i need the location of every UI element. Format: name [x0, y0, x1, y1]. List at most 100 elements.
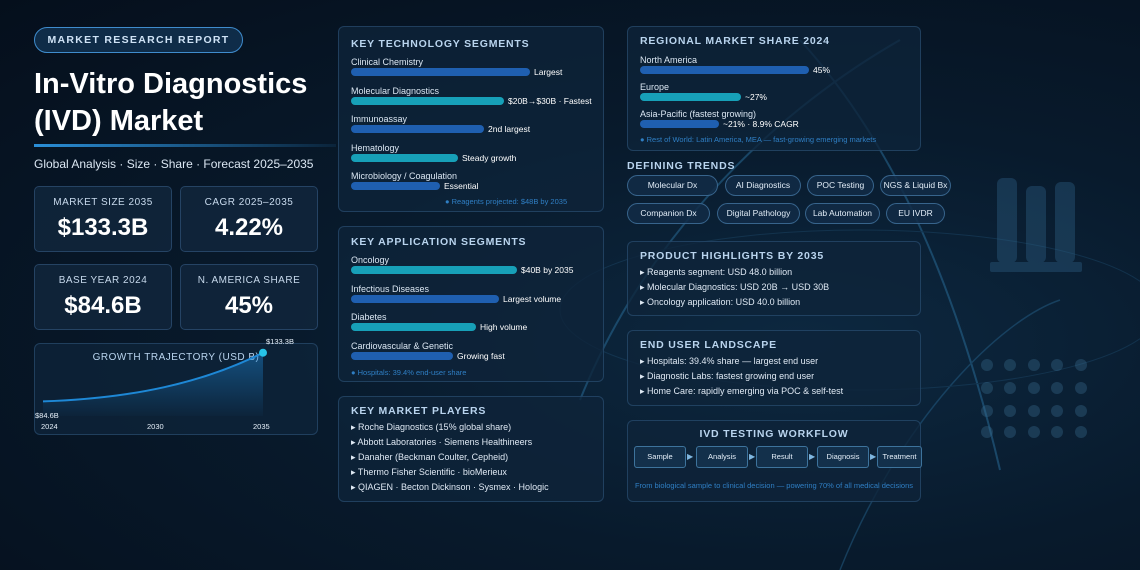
players-item: ▸ Roche Diagnostics (15% global share) — [351, 422, 512, 432]
bar-fill — [351, 351, 453, 360]
growth-line — [42, 351, 264, 403]
workflow-step: Sample — [634, 446, 686, 468]
bar-value-note: $40B by 2035 — [521, 265, 574, 275]
bar-value-note: Growing fast — [457, 350, 505, 361]
trend-pill: Digital Pathology — [717, 203, 800, 224]
arrow-right-icon: ▶ — [870, 452, 877, 461]
bar-label: Molecular Diagnostics — [351, 85, 440, 96]
workflow-title: IVD TESTING WORKFLOW — [699, 428, 849, 440]
trend-pill: POC Testing — [807, 175, 874, 196]
products-item: ▸ Molecular Diagnostics: USD 20B → USD 3… — [640, 282, 830, 292]
bar-fill — [351, 153, 458, 162]
growth-area — [43, 352, 263, 416]
trends-title: DEFINING TRENDS — [627, 160, 736, 172]
bar-fill — [640, 120, 719, 128]
stat-base-year: BASE YEAR 2024 $84.6B — [34, 264, 172, 330]
growth-start-label: $84.6B — [35, 411, 59, 420]
trend-pill: EU IVDR — [886, 203, 945, 224]
players-panel: KEY MARKET PLAYERS ▸ Roche Diagnostics (… — [338, 396, 604, 502]
players-item: ▸ QIAGEN · Becton Dickinson · Sysmex · H… — [351, 482, 549, 492]
bar-value-note: Essential — [444, 181, 479, 191]
trend-pill: NGS & Liquid Bx — [880, 175, 951, 196]
bar-label: Infectious Diseases — [351, 283, 430, 294]
x-tick-2024: 2024 — [41, 422, 58, 431]
tech-segments-panel: KEY TECHNOLOGY SEGMENTS ● Reagents proje… — [338, 26, 604, 212]
bar-fill — [640, 66, 809, 74]
bar-value-note: Largest — [534, 67, 563, 77]
players-item: ▸ Abbott Laboratories · Siemens Healthin… — [351, 437, 533, 447]
trend-pill: Companion Dx — [627, 203, 710, 224]
bar-fill — [351, 323, 476, 331]
app-segments-panel: KEY APPLICATION SEGMENTS ● Hospitals: 39… — [338, 226, 604, 382]
endusers-item: ▸ Home Care: rapidly emerging via POC & … — [640, 386, 844, 396]
report-badge: MARKET RESEARCH REPORT — [34, 27, 243, 53]
growth-chart-title: GROWTH TRAJECTORY (USD B) — [92, 352, 260, 363]
panel-title: KEY TECHNOLOGY SEGMENTS — [351, 38, 530, 50]
stat-value: 45% — [224, 292, 274, 319]
stat-cagr: CAGR 2025–2035 4.22% — [180, 186, 318, 252]
bar-value-note: High volume — [480, 322, 528, 332]
bar-label: Europe — [640, 82, 670, 92]
workflow-step: Analysis — [696, 446, 748, 468]
page-subtitle: Global Analysis · Size · Share · Forecas… — [34, 157, 314, 171]
bar-fill — [351, 68, 530, 76]
page-title: In-Vitro Diagnostics (IVD) Market — [34, 66, 307, 140]
stat-value: 4.22% — [214, 214, 284, 241]
bar-label: Cardiovascular & Genetic — [351, 340, 454, 351]
bar-value-note: $20B→$30B · Fastest — [508, 95, 592, 106]
bar-label: Diabetes — [351, 312, 387, 322]
growth-end-point — [259, 348, 267, 357]
workflow-step: Diagnosis — [817, 446, 869, 468]
workflow-caption: From biological sample to clinical decis… — [634, 481, 914, 490]
arrow-right-icon: ▶ — [809, 452, 816, 461]
arrow-right-icon: ▶ — [687, 452, 694, 461]
bar-fill — [351, 266, 517, 274]
bar-fill — [351, 182, 440, 190]
endusers-item: ▸ Hospitals: 39.4% share — largest end u… — [640, 356, 819, 366]
workflow-step: Treatment — [877, 446, 922, 468]
bar-fill — [640, 93, 741, 101]
bar-label: Clinical Chemistry — [351, 57, 424, 67]
regional-panel: REGIONAL MARKET SHARE 2024 ● Rest of Wor… — [627, 26, 921, 151]
panel-title: KEY MARKET PLAYERS — [351, 405, 487, 417]
page-title-line1: In-Vitro Diagnostics — [34, 68, 308, 100]
bar-fill — [351, 125, 484, 133]
growth-chart-panel: GROWTH TRAJECTORY (USD B) $84.6B $133.3B… — [34, 337, 318, 435]
bar-label: Hematology — [351, 142, 400, 153]
x-tick-2035: 2035 — [253, 422, 270, 431]
bar-label: Oncology — [351, 255, 390, 265]
growth-end-label: $133.3B — [266, 337, 294, 346]
panel-title: PRODUCT HIGHLIGHTS BY 2035 — [640, 250, 824, 262]
products-item: ▸ Oncology application: USD 40.0 billion — [640, 297, 801, 307]
bar-label: Microbiology / Coagulation — [351, 171, 458, 181]
bar-value-note: Largest volume — [503, 293, 562, 304]
stat-label: N. AMERICA SHARE — [197, 275, 301, 286]
growth-chart — [42, 348, 267, 416]
regional-footnote: ● Rest of World: Latin America, MEA — fa… — [640, 135, 877, 144]
tech-footnote: ● Reagents projected: $48B by 2035 — [445, 197, 568, 206]
bar-fill — [351, 294, 499, 303]
stat-market-size: MARKET SIZE 2035 $133.3B — [34, 186, 172, 252]
stat-label: BASE YEAR 2024 — [58, 275, 148, 286]
arrow-right-icon: ▶ — [749, 452, 756, 461]
bar-label: North America — [640, 55, 698, 65]
bar-fill — [351, 96, 504, 105]
stat-value: $133.3B — [57, 214, 149, 241]
end-user-panel: END USER LANDSCAPE ▸ Hospitals: 39.4% sh… — [627, 330, 921, 406]
bar-value-note: Steady growth — [462, 152, 517, 163]
x-tick-2030: 2030 — [147, 422, 164, 431]
bar-label: Asia-Pacific (fastest growing) — [640, 109, 757, 119]
trend-pill: AI Diagnostics — [725, 175, 801, 196]
products-item: ▸ Reagents segment: USD 48.0 billion — [640, 267, 793, 277]
panel-title: KEY APPLICATION SEGMENTS — [351, 236, 527, 248]
workflow-step: Result — [756, 446, 808, 468]
stat-na-share: N. AMERICA SHARE 45% — [180, 264, 318, 330]
trend-pill: Molecular Dx — [627, 175, 718, 196]
bar-value-note: 45% — [813, 65, 831, 75]
report-badge-label: MARKET RESEARCH REPORT — [47, 34, 230, 46]
bar-label: Immunoassay — [351, 114, 408, 124]
stat-label: CAGR 2025–2035 — [204, 197, 294, 208]
bar-value-note: ~27% — [745, 92, 767, 102]
players-item: ▸ Danaher (Beckman Coulter, Cepheid) — [351, 452, 509, 462]
